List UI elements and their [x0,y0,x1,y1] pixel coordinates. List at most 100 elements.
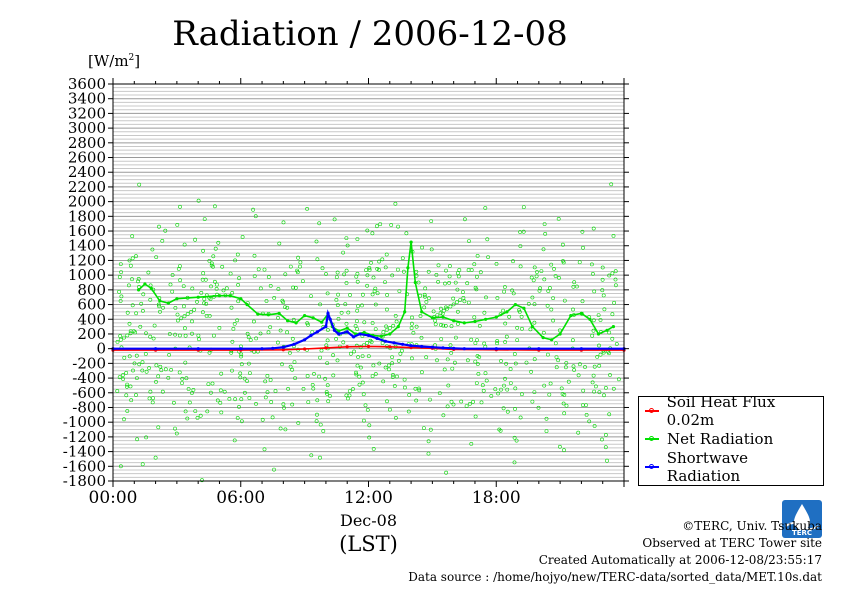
series-point [260,347,264,351]
raw-sample-point [278,328,283,333]
raw-sample-point [269,400,274,404]
grid-lines [113,83,624,482]
raw-sample-point [177,264,182,269]
raw-sample-point [356,304,360,309]
raw-sample-point [334,297,339,302]
y-tick-label: 2800 [68,134,106,152]
series-point [277,311,281,315]
raw-sample-point [296,255,301,260]
raw-sample-point [266,275,271,279]
raw-sample-point [232,438,237,443]
raw-sample-point [373,327,378,332]
raw-sample-point [532,320,537,325]
raw-sample-point [417,388,422,393]
raw-sample-point [519,314,524,319]
raw-sample-point [543,231,548,236]
raw-sample-point [526,301,531,306]
raw-sample-point [239,352,244,357]
legend-item-net-radiation: Net Radiation [645,429,773,449]
raw-sample-point [183,409,188,414]
raw-sample-point [136,279,140,284]
series-point [494,315,498,319]
raw-sample-point [189,391,194,395]
raw-sample-point [410,315,414,320]
raw-sample-point [592,289,597,294]
y-tick-label: 800 [77,281,106,299]
raw-sample-point [546,352,550,357]
raw-sample-point [613,277,618,282]
raw-sample-point [511,259,515,264]
raw-sample-point [544,429,549,434]
raw-sample-point [360,303,364,308]
raw-sample-point [413,386,418,391]
raw-sample-point [444,268,448,273]
raw-sample-point [369,260,373,265]
legend: Soil Heat Flux 0.02m Net Radiation Short… [638,393,824,486]
raw-sample-point [118,299,123,303]
raw-sample-point [217,325,222,330]
raw-sample-point [163,228,168,233]
raw-sample-point [219,371,224,376]
raw-sample-point [343,302,348,307]
series-point [239,347,243,351]
y-tick-label: 400 [77,310,106,328]
series-point [420,310,424,314]
raw-sample-point [515,338,520,343]
raw-sample-point [355,271,360,276]
series-point [379,334,383,338]
raw-sample-point [305,374,310,378]
raw-sample-point [365,340,370,345]
series-point [383,339,388,343]
raw-sample-point [384,328,389,333]
raw-sample-point [518,415,523,420]
raw-sample-point [542,277,547,282]
raw-sample-point [496,391,501,396]
raw-sample-point [592,424,597,428]
raw-sample-point [281,402,286,407]
raw-sample-point [231,326,236,331]
raw-sample-point [426,451,431,456]
raw-sample-point [127,258,132,263]
raw-sample-point [252,253,257,258]
raw-sample-point [532,265,537,270]
raw-sample-point [501,406,506,411]
raw-sample-point [187,400,192,405]
raw-sample-point [536,405,541,410]
raw-sample-point [508,367,513,371]
raw-sample-point [539,269,544,274]
raw-sample-point [287,350,292,355]
net-radiation-line [138,242,614,341]
raw-sample-point [125,310,130,315]
raw-sample-point [524,360,529,365]
raw-sample-point [433,318,438,323]
raw-sample-point [461,295,466,300]
raw-sample-point [361,392,366,397]
raw-sample-point [538,286,543,291]
raw-sample-point [581,388,586,393]
legend-item-shortwave-radiation: Shortwave Radiation [645,449,823,485]
raw-sample-point [551,296,556,301]
raw-sample-point [402,385,407,390]
series-point [158,299,162,303]
raw-sample-point [200,478,204,483]
raw-sample-point [276,287,281,291]
raw-sample-point [344,321,349,326]
raw-sample-point [475,362,480,366]
raw-sample-point [315,257,320,262]
raw-sample-point [124,393,129,398]
raw-sample-point [467,239,471,244]
raw-sample-point [193,237,198,242]
raw-sample-point [584,403,588,408]
raw-sample-point [561,259,565,263]
raw-sample-point [186,387,191,391]
raw-sample-point [119,294,124,299]
observed-text: Observed at TERC Tower site [642,536,822,550]
raw-sample-point [465,281,470,286]
raw-sample-point [361,418,366,423]
series-point [245,303,249,307]
raw-sample-point [521,205,526,210]
raw-sample-point [466,268,471,272]
raw-sample-point [146,270,151,275]
raw-sample-point [591,318,596,323]
y-tick-label: -800 [72,398,106,416]
